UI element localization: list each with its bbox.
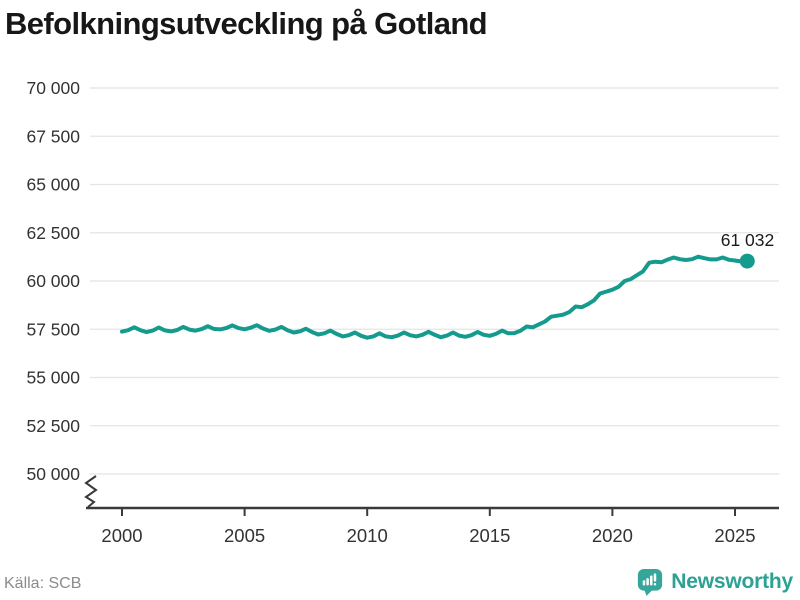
x-tick-label: 2025 — [714, 525, 755, 546]
y-tick-label: 52 500 — [26, 416, 80, 436]
end-value-label: 61 032 — [721, 230, 775, 250]
source-label: Källa: SCB — [4, 575, 82, 592]
y-tick-label: 50 000 — [26, 464, 80, 484]
y-tick-label: 60 000 — [26, 271, 80, 291]
x-tick-label: 2010 — [347, 525, 388, 546]
y-tick-label: 62 500 — [26, 223, 80, 243]
x-tick-label: 2000 — [101, 525, 142, 546]
brand-name: Newsworthy — [671, 570, 793, 593]
y-tick-label: 65 000 — [26, 175, 80, 195]
y-tick-label: 55 000 — [26, 368, 80, 388]
chart-title: Befolkningsutveckling på Gotland — [5, 6, 488, 41]
footer: Källa: SCB Newsworthy — [0, 560, 800, 600]
y-tick-label: 70 000 — [26, 78, 80, 98]
x-tick-label: 2015 — [469, 525, 510, 546]
newsworthy-logo-icon — [638, 569, 663, 596]
newsworthy-brand: Newsworthy — [637, 568, 793, 596]
population-line — [120, 254, 750, 340]
x-tick-label: 2020 — [592, 525, 633, 546]
axis-break-icon — [84, 475, 98, 508]
end-point-marker — [739, 253, 755, 269]
y-tick-label: 67 500 — [26, 126, 80, 146]
y-tick-label: 57 500 — [26, 319, 80, 339]
x-tick-label: 2005 — [224, 525, 265, 546]
